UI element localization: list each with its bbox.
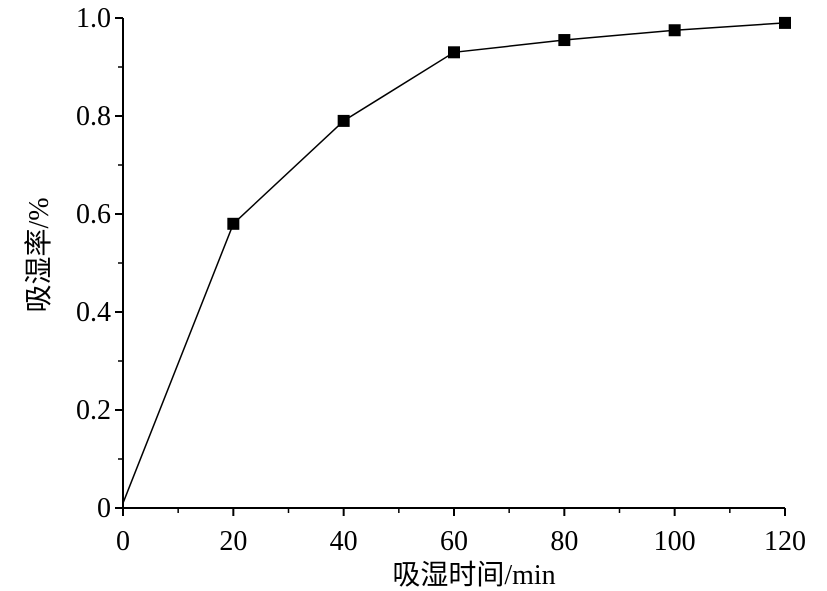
data-point-marker <box>779 16 791 29</box>
y-tick-label: 0.8 <box>76 101 111 132</box>
x-tick-label: 0 <box>116 526 130 557</box>
x-tick-label: 20 <box>219 526 247 557</box>
data-point-marker <box>227 217 240 230</box>
y-tick-label: 0 <box>97 493 111 524</box>
data-point-marker <box>448 46 460 59</box>
y-tick-label: 0.2 <box>76 395 111 426</box>
data-point-marker <box>558 34 571 47</box>
y-tick-label: 0.4 <box>76 297 111 328</box>
data-point-marker <box>668 24 681 37</box>
x-axis-ticks: 0 20 40 60 80 100 120 <box>116 508 806 557</box>
x-tick-label: 120 <box>764 526 806 557</box>
y-tick-label: 1.0 <box>76 3 111 34</box>
y-axis-title: 吸湿率/% <box>23 197 55 312</box>
x-tick-label: 40 <box>330 526 358 557</box>
x-tick-label: 80 <box>550 526 578 557</box>
y-axis-ticks: 0 0.2 0.4 0.6 0.8 1.0 <box>76 3 123 524</box>
data-point-marker <box>337 114 350 127</box>
y-tick-label: 0.6 <box>76 199 111 230</box>
x-tick-label: 60 <box>440 526 468 557</box>
x-tick-label: 100 <box>654 526 696 557</box>
x-axis-title: 吸湿时间/min <box>392 559 555 591</box>
axes <box>122 18 785 509</box>
series-line <box>122 22 786 504</box>
series-layer <box>122 16 791 504</box>
